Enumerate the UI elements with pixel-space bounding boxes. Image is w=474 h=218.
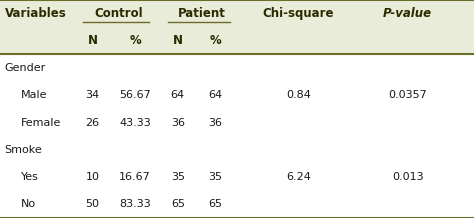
Text: 64: 64 — [209, 90, 223, 100]
Text: 0.0357: 0.0357 — [388, 90, 427, 100]
Text: 83.33: 83.33 — [119, 199, 151, 209]
Text: N: N — [173, 34, 183, 47]
Bar — [0, 0, 474, 54]
Text: Patient: Patient — [177, 7, 226, 20]
Text: 0.84: 0.84 — [286, 90, 311, 100]
Text: 26: 26 — [85, 118, 100, 128]
Text: 65: 65 — [209, 199, 223, 209]
Text: Variables: Variables — [5, 7, 66, 20]
Text: No: No — [21, 199, 36, 209]
Text: P-value: P-value — [383, 7, 432, 20]
Text: 6.24: 6.24 — [286, 172, 311, 182]
Text: 35: 35 — [209, 172, 223, 182]
Text: Yes: Yes — [21, 172, 39, 182]
Text: 36: 36 — [171, 118, 185, 128]
Text: Control: Control — [94, 7, 143, 20]
Text: 43.33: 43.33 — [119, 118, 151, 128]
Text: 56.67: 56.67 — [119, 90, 151, 100]
Text: 10: 10 — [85, 172, 100, 182]
Text: N: N — [87, 34, 98, 47]
Text: 16.67: 16.67 — [119, 172, 151, 182]
Text: 34: 34 — [85, 90, 100, 100]
Text: Female: Female — [21, 118, 62, 128]
Text: 65: 65 — [171, 199, 185, 209]
Text: 0.013: 0.013 — [392, 172, 423, 182]
Text: %: % — [210, 34, 221, 47]
Text: Smoke: Smoke — [5, 145, 43, 155]
Text: Male: Male — [21, 90, 48, 100]
Text: Gender: Gender — [5, 63, 46, 73]
Text: 50: 50 — [85, 199, 100, 209]
Text: 64: 64 — [171, 90, 185, 100]
Text: 36: 36 — [209, 118, 223, 128]
Text: Chi-square: Chi-square — [263, 7, 334, 20]
Text: %: % — [129, 34, 141, 47]
Text: 35: 35 — [171, 172, 185, 182]
